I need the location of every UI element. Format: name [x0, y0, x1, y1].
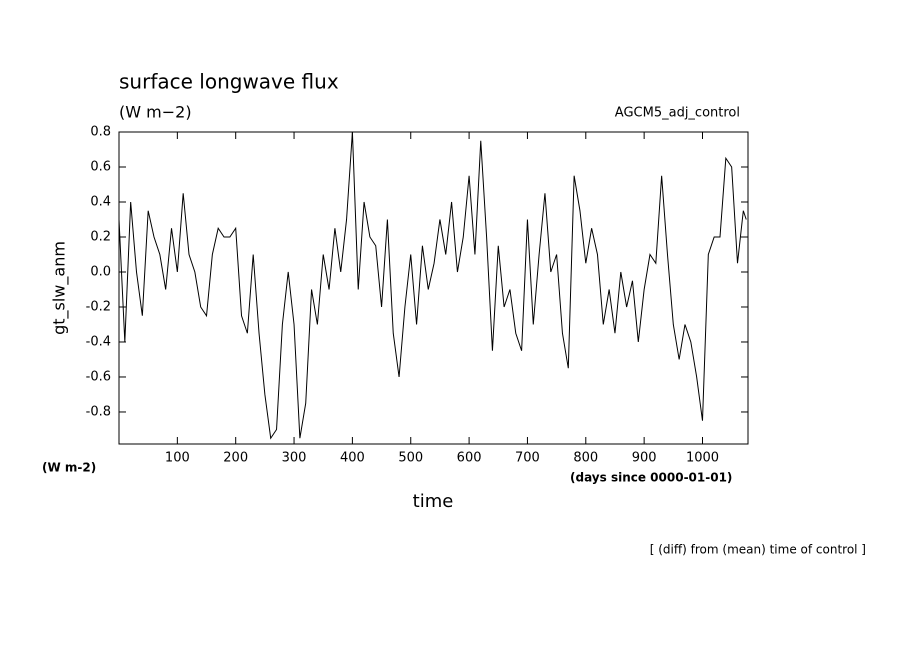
x-tick-label: 700	[515, 451, 540, 466]
y-tick-label: 0.8	[90, 125, 111, 140]
y-tick-label: -0.4	[86, 334, 111, 349]
y-tick-label: -0.8	[86, 404, 111, 419]
x-tick-label: 600	[457, 451, 482, 466]
y-tick-label: 0.4	[90, 194, 111, 209]
y-tick-label: 0.6	[90, 159, 111, 174]
x-unit: (days since 0000-01-01)	[570, 471, 732, 485]
x-tick-label: 200	[223, 451, 248, 466]
x-tick-label: 900	[632, 451, 657, 466]
chart-subtitle: (W m−2)	[119, 103, 192, 122]
footnote: [ (diff) from (mean) time of control ]	[650, 543, 866, 557]
y-axis-label: gt_slw_anm	[50, 241, 70, 335]
x-tick-label: 1000	[686, 451, 719, 466]
y-tick-label: -0.2	[86, 299, 111, 314]
y-tick-label: 0.0	[90, 264, 111, 279]
run-label: AGCM5_adj_control	[615, 106, 740, 121]
x-tick-label: 300	[282, 451, 307, 466]
plot-frame	[118, 131, 749, 445]
x-tick-label: 500	[398, 451, 423, 466]
x-tick-label: 800	[573, 451, 598, 466]
chart-title: surface longwave flux	[119, 70, 339, 94]
x-axis-label: time	[413, 491, 454, 512]
x-tick-label: 400	[340, 451, 365, 466]
y-tick-label: 0.2	[90, 229, 111, 244]
y-unit: (W m-2)	[42, 461, 96, 475]
x-tick-label: 100	[165, 451, 190, 466]
y-tick-label: -0.6	[86, 369, 111, 384]
data-line	[118, 131, 747, 440]
